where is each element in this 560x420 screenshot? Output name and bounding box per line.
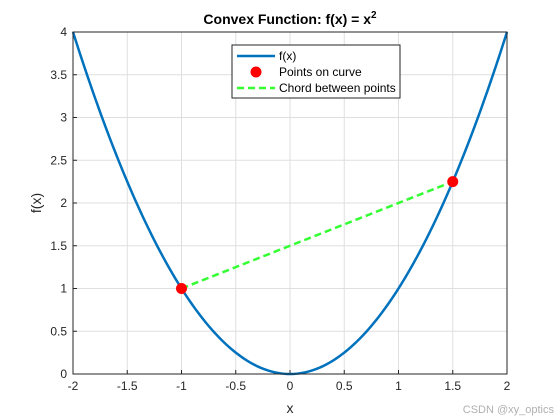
x-tick-label: -2 [68, 379, 79, 393]
axes-box [72, 31, 508, 375]
y-tick-label: 2 [60, 196, 67, 210]
legend: f(x) Points on curve Chord between point… [231, 44, 401, 99]
y-tick-label: 4 [60, 25, 67, 39]
series-points-on-curve [176, 176, 459, 294]
point-on-curve [176, 283, 187, 294]
point-on-curve [447, 176, 459, 188]
x-tick-label: 0 [287, 379, 294, 393]
y-axis-label: f(x) [28, 193, 44, 213]
legend-label-fx: f(x) [279, 49, 296, 63]
x-tick-label: -1.5 [117, 379, 138, 393]
y-tick-label: 1.5 [50, 239, 67, 253]
legend-swatch-points [250, 66, 262, 78]
x-tick-label: 1 [395, 379, 402, 393]
watermark: CSDN @xy_optics [462, 404, 554, 416]
y-tick-label: 3 [60, 111, 67, 125]
y-tick-label: 0 [60, 367, 67, 381]
x-tick-label: 2 [504, 379, 511, 393]
chart-title: Convex Function: f(x) = x2 [203, 10, 377, 27]
x-axis-ticks: -2 -1.5 -1 -0.5 0 0.5 1 1.5 2 [68, 370, 511, 393]
series-chord-line [181, 180, 454, 290]
y-tick-label: 3.5 [50, 68, 67, 82]
x-axis-label: x [287, 400, 294, 416]
y-tick-label: 0.5 [50, 324, 67, 338]
chart-title-exponent: 2 [371, 10, 377, 21]
chart-title-main: Convex Function: f(x) = x [203, 11, 371, 27]
x-tick-label: -0.5 [225, 379, 246, 393]
legend-label-points: Points on curve [279, 65, 362, 79]
x-tick-label: 1.5 [444, 379, 461, 393]
x-tick-label: 0.5 [336, 379, 353, 393]
x-tick-label: -1 [176, 379, 187, 393]
y-tick-label: 1 [60, 282, 67, 296]
y-axis-ticks: 0 0.5 1 1.5 2 2.5 3 3.5 4 [50, 25, 77, 381]
y-tick-label: 2.5 [50, 153, 67, 167]
legend-label-chord: Chord between points [279, 81, 396, 95]
